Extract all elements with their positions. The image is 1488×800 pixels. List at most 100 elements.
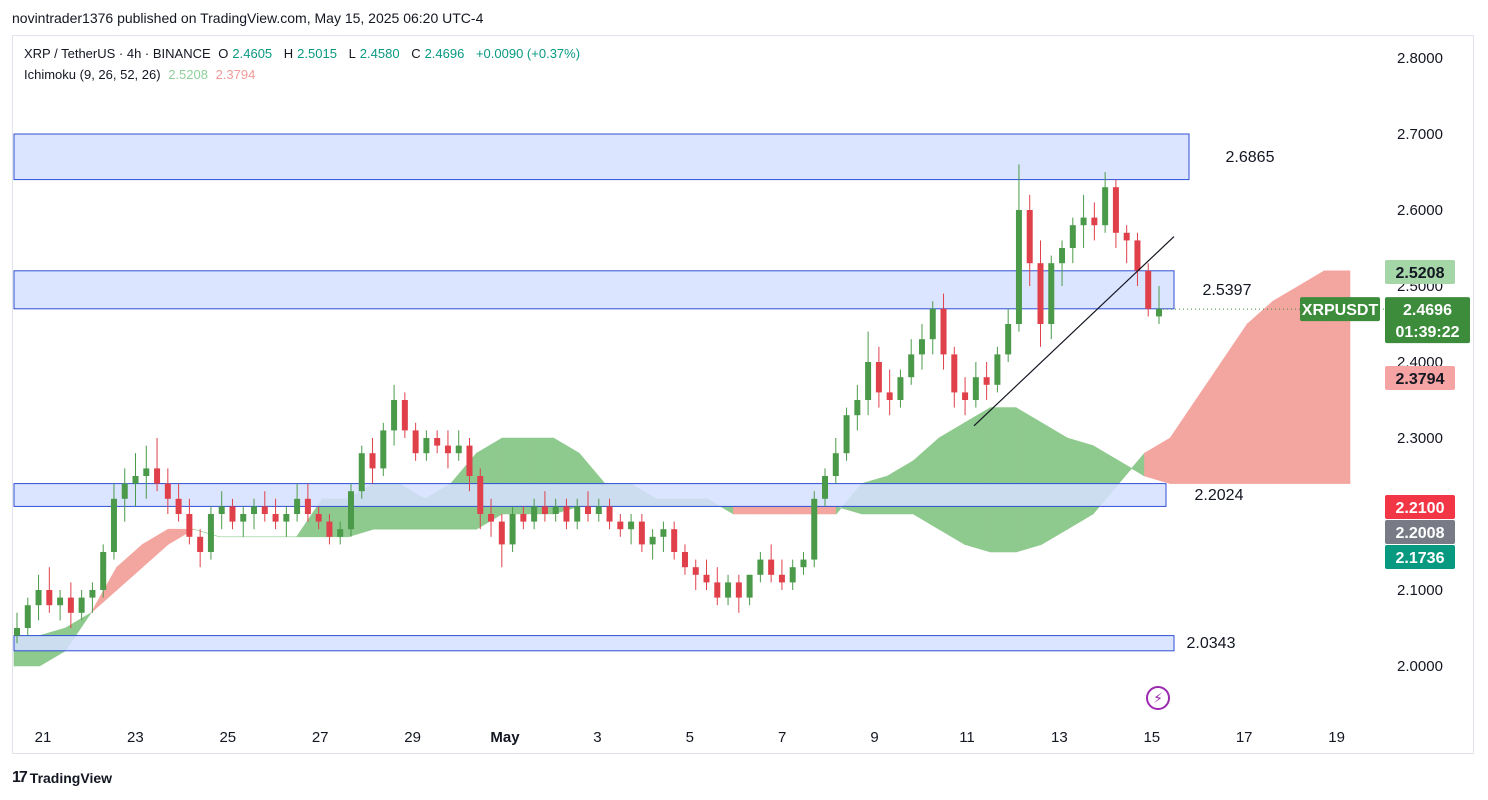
open-value: O 2.4605 <box>218 46 273 61</box>
candle-body <box>186 514 193 537</box>
candle-body <box>57 597 64 606</box>
zone-rect <box>13 483 1167 507</box>
candle-body <box>994 354 1001 385</box>
high-value: H 2.5015 <box>283 46 337 61</box>
low-value: L 2.4580 <box>348 46 400 61</box>
candle-body <box>143 468 150 476</box>
candle-body <box>1059 248 1066 264</box>
price-tag-label: 2.3794 <box>1396 371 1445 388</box>
candle-body <box>865 362 872 400</box>
candle-body <box>1026 210 1033 264</box>
price-tags: 2.5208 XRPUSDT 2.4696 01:39:22 2.3794 2.2100 2… <box>1300 260 1470 569</box>
spark-icon[interactable]: ⚡ <box>1146 686 1170 710</box>
tradingview-footer[interactable]: 17 TradingView <box>12 769 112 787</box>
candle-body <box>875 362 882 393</box>
candles <box>14 164 1162 644</box>
candle-body <box>897 377 904 400</box>
x-tick-label: 13 <box>1051 729 1068 746</box>
x-tick-label: 21 <box>35 729 52 746</box>
candle-body <box>778 574 785 583</box>
x-tick-label: 23 <box>127 729 144 746</box>
x-tick-label: 9 <box>870 729 878 746</box>
ichimoku-cloud <box>13 270 1351 667</box>
candle-body <box>132 476 139 484</box>
candle-body <box>347 491 354 530</box>
candle-body <box>175 498 182 514</box>
cloud-segment <box>1324 270 1351 484</box>
candle-body <box>972 377 979 400</box>
cloud-segment <box>1169 399 1197 484</box>
candle-body <box>563 506 570 522</box>
candle-body <box>488 514 495 522</box>
candle-body <box>304 498 311 514</box>
y-tick-label: 2.0000 <box>1397 658 1443 675</box>
candle-body <box>714 582 721 598</box>
candle-body <box>207 514 214 552</box>
price-tag-bg <box>1385 495 1455 519</box>
zone-rect <box>13 270 1175 310</box>
y-tick-label: 2.3000 <box>1397 430 1443 447</box>
candle-body <box>78 597 85 613</box>
candle-body <box>671 529 678 552</box>
candle-body <box>660 529 667 537</box>
y-tick-label: 2.6000 <box>1397 202 1443 219</box>
candle-body <box>261 506 268 514</box>
candle-body <box>886 392 893 400</box>
candle-body <box>531 506 538 522</box>
candle-body <box>1102 187 1109 226</box>
price-tag-label: 2.4696 <box>1403 302 1452 319</box>
candle-body <box>509 514 516 545</box>
candle-body <box>832 453 839 476</box>
cloud-segment <box>193 528 220 538</box>
candle-body <box>908 354 915 378</box>
x-tick-label: 7 <box>778 729 786 746</box>
candle-body <box>541 506 548 514</box>
x-tick-label: 29 <box>404 729 421 746</box>
candle-body <box>1145 270 1152 309</box>
cloud-segment <box>1272 285 1299 484</box>
price-tag-bg <box>1385 366 1455 390</box>
candle-body <box>929 308 936 340</box>
chart-frame <box>12 35 1474 754</box>
cloud-segment <box>142 528 169 568</box>
y-tick-label: 2.1000 <box>1397 582 1443 599</box>
candle-body <box>1048 263 1055 324</box>
time-axis[interactable]: 21 23 25 27 29 May 3 5 7 9 11 13 15 17 19 <box>35 729 1345 746</box>
cloud-segment <box>1221 323 1248 484</box>
x-tick-label: 5 <box>686 729 694 746</box>
candle-body <box>434 438 441 446</box>
candle-body <box>337 529 344 537</box>
candle-body <box>197 536 204 552</box>
candle-body <box>315 514 322 522</box>
candle-body <box>800 559 807 568</box>
candle-body <box>14 628 20 636</box>
x-tick-label: 3 <box>593 729 601 746</box>
indicator-legend[interactable]: Ichimoku (9, 26, 52, 26) 2.5208 2.3794 <box>24 67 259 82</box>
cloud-segment <box>990 407 1017 553</box>
candle-body <box>272 514 279 522</box>
x-tick-label: 25 <box>219 729 236 746</box>
candle-body <box>918 339 925 355</box>
zone-label: 2.2024 <box>1195 487 1244 504</box>
candle-body <box>681 552 688 568</box>
candle-body <box>121 483 128 499</box>
price-tag-label: 2.1736 <box>1396 550 1445 567</box>
zone-rect <box>13 133 1190 181</box>
x-tick-label: May <box>490 729 520 746</box>
candle-body <box>811 498 818 560</box>
candle-body <box>423 438 430 454</box>
x-tick-label: 27 <box>312 729 329 746</box>
close-value: C 2.4696 <box>411 46 465 61</box>
support-resistance-zones: 2.6865 2.5397 2.2024 2.0343 <box>13 133 1275 652</box>
candle-body <box>110 498 117 552</box>
candle-body <box>294 498 301 514</box>
price-axis[interactable]: 2.80002.70002.60002.50002.40002.30002.10… <box>1397 50 1443 675</box>
candle-body <box>595 506 602 514</box>
price-tag-label: 01:39:22 <box>1395 324 1459 341</box>
candle-body <box>854 400 861 416</box>
candle-body <box>983 377 990 385</box>
symbol-name: XRP / TetherUS · 4h · BINANCE <box>24 46 211 61</box>
price-tag-bg <box>1385 260 1455 284</box>
